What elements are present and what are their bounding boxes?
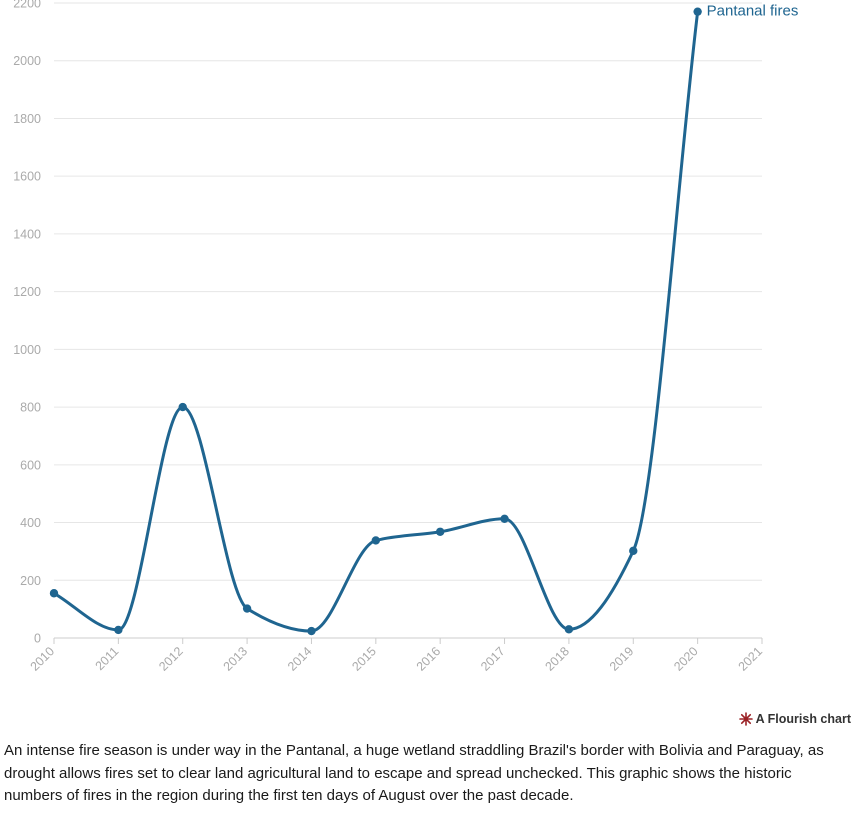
y-tick-label: 800 xyxy=(20,401,41,415)
y-tick-label: 2200 xyxy=(13,0,41,11)
y-tick-label: 1000 xyxy=(13,343,41,357)
data-point[interactable] xyxy=(178,402,187,412)
y-tick-label: 600 xyxy=(20,458,41,472)
x-tick-label: 2014 xyxy=(285,644,315,674)
x-tick-label: 2010 xyxy=(28,644,58,674)
data-point[interactable] xyxy=(307,626,316,636)
y-tick-label: 400 xyxy=(20,516,41,530)
y-tick-label: 200 xyxy=(20,574,41,588)
x-tick-label: 2021 xyxy=(736,644,766,674)
axes: 0 200 400 600 800 1000 1200 1400 1600 1800 2000 220… xyxy=(13,0,765,674)
data-point[interactable] xyxy=(564,625,574,634)
y-tick-label: 1400 xyxy=(13,227,41,241)
data-point[interactable] xyxy=(500,514,509,523)
flourish-logo-icon xyxy=(738,712,753,726)
flourish-credit[interactable]: A Flourish chart xyxy=(738,712,851,726)
y-tick-label: 2000 xyxy=(13,54,41,68)
x-tick-label: 2016 xyxy=(414,644,444,674)
data-point[interactable] xyxy=(49,589,59,598)
data-point[interactable] xyxy=(693,7,702,16)
data-point[interactable] xyxy=(435,527,445,536)
x-tick-label: 2015 xyxy=(349,644,379,674)
series-layer xyxy=(49,7,702,636)
x-tick-label: 2013 xyxy=(221,644,251,674)
y-tick-label: 1200 xyxy=(13,285,41,299)
credit-text: A Flourish chart xyxy=(755,712,851,726)
data-point[interactable] xyxy=(629,546,638,556)
x-tick-label: 2018 xyxy=(542,644,572,674)
x-tick-label: 2020 xyxy=(671,644,701,674)
chart-caption: An intense fire season is under way in t… xyxy=(4,742,824,804)
y-tick-label: 1600 xyxy=(13,170,41,184)
x-tick-label: 2017 xyxy=(478,644,508,674)
x-tick-label: 2011 xyxy=(93,644,122,673)
series-labels: Pantanal fires xyxy=(707,3,799,20)
series-label: Pantanal fires xyxy=(707,3,799,20)
data-point[interactable] xyxy=(242,604,252,613)
data-point[interactable] xyxy=(371,536,381,545)
y-tick-label: 1800 xyxy=(13,112,41,126)
x-tick-label: 2012 xyxy=(156,644,186,674)
y-tick-label: 0 xyxy=(34,632,41,646)
x-tick-label: 2019 xyxy=(607,644,637,674)
grid-lines xyxy=(54,2,762,581)
line-chart: 0 200 400 600 800 1000 1200 1400 1600 1800 2000 220… xyxy=(13,0,799,674)
data-point[interactable] xyxy=(114,625,123,635)
